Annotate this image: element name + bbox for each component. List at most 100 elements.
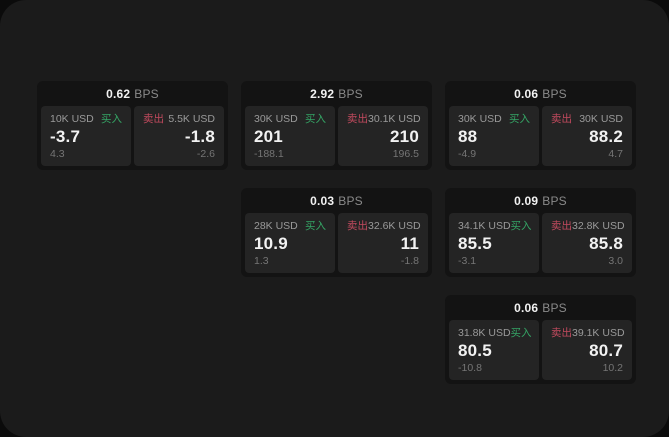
sell-pane[interactable]: 卖出 32.8K USD 85.8 3.0 — [542, 213, 632, 273]
sell-price: 80.7 — [589, 341, 623, 360]
buy-pane[interactable]: 10K USD 买入 -3.7 4.3 — [41, 106, 131, 166]
sell-price: 11 — [400, 234, 419, 253]
quote-card-1: 0.62 BPS 10K USD 买入 -3.7 4.3 卖出 — [37, 81, 228, 170]
buy-price: 201 — [254, 127, 283, 146]
buy-side-label: 买入 — [101, 113, 122, 125]
sell-side-label: 卖出 — [347, 220, 368, 232]
bps-value: 0.62 — [106, 86, 131, 101]
sell-pane[interactable]: 卖出 30.1K USD 210 196.5 — [338, 106, 428, 166]
sell-notional: 39.1K USD — [572, 327, 625, 339]
sell-delta: -1.8 — [400, 255, 419, 267]
quote-card-2: 2.92 BPS 30K USD 买入 201 -188.1 卖出 — [241, 81, 432, 170]
quote-card-5: 0.09 BPS 34.1K USD 买入 85.5 -3.1 卖出 — [445, 188, 636, 277]
buy-pane[interactable]: 34.1K USD 买入 85.5 -3.1 — [449, 213, 539, 273]
card-header: 0.06 BPS — [445, 295, 636, 320]
buy-pane[interactable]: 31.8K USD 买入 80.5 -10.8 — [449, 320, 539, 380]
sell-pane-header: 卖出 30K USD — [551, 113, 623, 125]
buy-price: 88 — [458, 127, 478, 146]
sell-pane[interactable]: 卖出 32.6K USD 11 -1.8 — [338, 213, 428, 273]
sell-delta: 10.2 — [602, 362, 623, 374]
sell-price: 85.8 — [589, 234, 623, 253]
buy-delta: -188.1 — [254, 148, 284, 160]
buy-notional: 28K USD — [254, 220, 298, 232]
card-body: 30K USD 买入 88 -4.9 卖出 30K USD 88.2 4.7 — [445, 106, 636, 170]
bps-unit: BPS — [338, 193, 363, 208]
bps-unit: BPS — [338, 86, 363, 101]
buy-pane-header: 31.8K USD 买入 — [458, 327, 532, 339]
sell-side-label: 卖出 — [551, 327, 572, 339]
bps-unit: BPS — [542, 300, 567, 315]
card-header: 0.62 BPS — [37, 81, 228, 106]
sell-delta: 196.5 — [392, 148, 419, 160]
buy-pane-header: 28K USD 买入 — [254, 220, 326, 232]
sell-side-label: 卖出 — [347, 113, 368, 125]
buy-delta: 1.3 — [254, 255, 269, 267]
buy-notional: 31.8K USD — [458, 327, 511, 339]
bps-unit: BPS — [542, 86, 567, 101]
buy-pane[interactable]: 30K USD 买入 201 -188.1 — [245, 106, 335, 166]
sell-pane-header: 卖出 32.8K USD — [551, 220, 625, 232]
card-body: 31.8K USD 买入 80.5 -10.8 卖出 39.1K USD 80.… — [445, 320, 636, 384]
bps-value: 0.06 — [514, 300, 539, 315]
bps-unit: BPS — [542, 193, 567, 208]
sell-side-label: 卖出 — [143, 113, 164, 125]
bps-value: 0.03 — [310, 193, 335, 208]
buy-pane-header: 30K USD 买入 — [254, 113, 326, 125]
card-header: 0.06 BPS — [445, 81, 636, 106]
buy-notional: 34.1K USD — [458, 220, 511, 232]
buy-pane[interactable]: 30K USD 买入 88 -4.9 — [449, 106, 539, 166]
buy-side-label: 买入 — [305, 113, 326, 125]
bps-value: 2.92 — [310, 86, 335, 101]
card-header: 0.09 BPS — [445, 188, 636, 213]
buy-price: 10.9 — [254, 234, 288, 253]
buy-pane[interactable]: 28K USD 买入 10.9 1.3 — [245, 213, 335, 273]
card-body: 10K USD 买入 -3.7 4.3 卖出 5.5K USD -1.8 -2.… — [37, 106, 228, 170]
sell-pane-header: 卖出 5.5K USD — [143, 113, 215, 125]
sell-pane[interactable]: 卖出 39.1K USD 80.7 10.2 — [542, 320, 632, 380]
buy-side-label: 买入 — [305, 220, 326, 232]
bps-value: 0.06 — [514, 86, 539, 101]
buy-pane-header: 10K USD 买入 — [50, 113, 122, 125]
buy-pane-header: 34.1K USD 买入 — [458, 220, 532, 232]
card-body: 34.1K USD 买入 85.5 -3.1 卖出 32.8K USD 85.8… — [445, 213, 636, 277]
sell-side-label: 卖出 — [551, 113, 572, 125]
sell-pane-header: 卖出 32.6K USD — [347, 220, 421, 232]
sell-price: -1.8 — [184, 127, 215, 146]
sell-delta: 4.7 — [608, 148, 623, 160]
bps-value: 0.09 — [514, 193, 539, 208]
buy-price: 85.5 — [458, 234, 492, 253]
sell-pane-header: 卖出 30.1K USD — [347, 113, 421, 125]
bps-unit: BPS — [134, 86, 159, 101]
sell-delta: -2.6 — [196, 148, 215, 160]
sell-side-label: 卖出 — [551, 220, 572, 232]
sell-notional: 30.1K USD — [368, 113, 421, 125]
card-body: 30K USD 买入 201 -188.1 卖出 30.1K USD 210 1… — [241, 106, 432, 170]
buy-delta: 4.3 — [50, 148, 65, 160]
card-header: 2.92 BPS — [241, 81, 432, 106]
card-body: 28K USD 买入 10.9 1.3 卖出 32.6K USD 11 -1.8 — [241, 213, 432, 277]
buy-delta: -4.9 — [458, 148, 477, 160]
sell-notional: 32.8K USD — [572, 220, 625, 232]
sell-pane[interactable]: 卖出 5.5K USD -1.8 -2.6 — [134, 106, 224, 166]
sell-notional: 5.5K USD — [168, 113, 215, 125]
card-header: 0.03 BPS — [241, 188, 432, 213]
quote-card-4: 0.03 BPS 28K USD 买入 10.9 1.3 卖出 — [241, 188, 432, 277]
quotes-board: 0.62 BPS 10K USD 买入 -3.7 4.3 卖出 — [37, 81, 636, 384]
buy-side-label: 买入 — [510, 327, 532, 339]
sell-delta: 3.0 — [608, 255, 623, 267]
sell-price: 88.2 — [589, 127, 623, 146]
sell-price: 210 — [390, 127, 419, 146]
buy-side-label: 买入 — [509, 113, 530, 125]
buy-delta: -10.8 — [458, 362, 482, 374]
sell-notional: 32.6K USD — [368, 220, 421, 232]
buy-notional: 10K USD — [50, 113, 94, 125]
buy-price: -3.7 — [50, 127, 81, 146]
quote-card-6: 0.06 BPS 31.8K USD 买入 80.5 -10.8 卖 — [445, 295, 636, 384]
sell-notional: 30K USD — [579, 113, 623, 125]
sell-pane-header: 卖出 39.1K USD — [551, 327, 625, 339]
buy-side-label: 买入 — [510, 220, 532, 232]
buy-delta: -3.1 — [458, 255, 477, 267]
sell-pane[interactable]: 卖出 30K USD 88.2 4.7 — [542, 106, 632, 166]
